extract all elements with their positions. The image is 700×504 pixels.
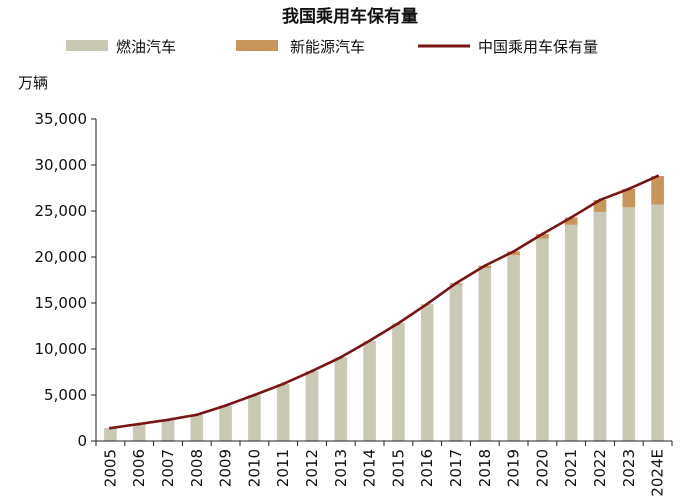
x-tick-label: 2018 (476, 449, 494, 487)
bar-fuel-2020 (536, 238, 549, 441)
x-tick-label: 2005 (101, 449, 119, 487)
line-point-2015 (397, 321, 400, 325)
line-point-2018 (483, 264, 487, 268)
bar-fuel-2017 (449, 284, 463, 441)
bars (104, 176, 664, 441)
line-point-2023 (627, 187, 631, 191)
bar-fuel-2005 (104, 428, 117, 441)
bar-fuel-2016 (420, 303, 434, 441)
y-axis: 0 5,000 10,000 15,000 20,000 25,000 30,000 35,0… (35, 110, 97, 450)
bar-fuel-2012 (305, 371, 319, 441)
x-tick-label: 2015 (389, 449, 407, 487)
line-total-ownership (109, 174, 659, 430)
bar-nev-2019 (507, 251, 520, 256)
y-tick-label: 25,000 (35, 202, 88, 220)
legend-label-2: 中国乘用车保有量 (478, 38, 598, 56)
x-axis: 2005 2006 2007 2008 2009 2010 2011 2012 2013 2014… (95, 440, 673, 497)
x-tick-label: 2013 (332, 449, 350, 487)
bar-fuel-2008 (190, 414, 204, 441)
bar-nev-2022 (593, 199, 607, 212)
line-point-2007 (166, 418, 170, 422)
line-point-2019 (512, 250, 515, 253)
bar-fuel-2011 (276, 383, 290, 441)
legend-label-0: 燃油汽车 (116, 38, 176, 56)
legend: 燃油汽车 新能源汽车 中国乘用车保有量 (66, 38, 598, 56)
line-point-2020 (541, 232, 544, 236)
x-tick-label: 2008 (188, 449, 206, 487)
x-tick-label: 2024E (649, 449, 667, 497)
x-tick-label: 2006 (130, 449, 148, 487)
y-tick-label: 20,000 (35, 248, 88, 266)
x-tick-label: 2016 (418, 449, 436, 487)
line-point-2022 (598, 198, 602, 202)
y-tick-label: 30,000 (35, 156, 88, 174)
bar-fuel-2014 (363, 340, 376, 441)
bar-fuel-2022 (593, 211, 607, 441)
bar-fuel-2019 (507, 255, 520, 441)
bar-fuel-2023 (622, 207, 636, 441)
bar-fuel-2010 (248, 395, 261, 441)
line-point-2008 (195, 413, 199, 417)
bar-fuel-2021 (564, 224, 578, 441)
bar-nev-2023 (622, 188, 636, 208)
x-tick-label: 2021 (562, 449, 580, 487)
line-point-2012 (310, 369, 314, 373)
bar-fuel-2015 (392, 323, 405, 441)
x-tick-label: 2010 (245, 449, 263, 487)
legend-swatch-0 (66, 40, 108, 51)
x-tick-label: 2023 (620, 449, 638, 487)
legend-swatch-1 (236, 40, 278, 51)
y-tick-label: 0 (77, 432, 87, 450)
bar-nev-2024E (651, 176, 664, 205)
line-point-2021 (569, 216, 573, 219)
bar-fuel-2006 (132, 423, 146, 441)
bar-nev-2020 (536, 234, 549, 239)
x-tick-label: 2012 (303, 449, 321, 487)
line-point-2011 (281, 382, 285, 386)
y-axis-unit-label: 万辆 (18, 74, 48, 92)
y-tick-label: 10,000 (35, 340, 88, 358)
line-point-2010 (253, 393, 256, 397)
line-layer (109, 174, 659, 430)
bar-nev-2021 (564, 217, 578, 225)
x-tick-label: 2011 (274, 449, 292, 487)
bar-fuel-2024E (651, 204, 664, 441)
bar-fuel-2018 (478, 268, 492, 441)
x-tick-label: 2014 (361, 449, 379, 487)
legend-label-1: 新能源汽车 (290, 38, 365, 56)
line-point-2005 (109, 426, 112, 430)
line-point-2013 (339, 355, 343, 359)
line-point-2016 (425, 302, 429, 306)
y-tick-label: 15,000 (35, 294, 88, 312)
line-point-2006 (137, 422, 141, 426)
bar-fuel-2013 (334, 357, 348, 441)
x-tick-label: 2007 (159, 449, 177, 487)
line-point-2024E (656, 174, 659, 178)
x-tick-label: 2019 (505, 449, 523, 487)
bar-fuel-2007 (161, 419, 175, 441)
chart-title: 我国乘用车保有量 (282, 6, 418, 27)
bar-fuel-2009 (219, 405, 232, 441)
y-tick-label: 5,000 (44, 386, 87, 404)
line-point-2009 (224, 404, 228, 407)
x-tick-label: 2009 (217, 449, 235, 487)
x-tick-label: 2022 (591, 449, 609, 487)
x-tick-label: 2020 (533, 449, 551, 487)
line-point-2014 (368, 339, 371, 343)
line-point-2017 (454, 281, 458, 285)
x-tick-label: 2017 (447, 449, 465, 487)
y-tick-label: 35,000 (35, 110, 88, 128)
